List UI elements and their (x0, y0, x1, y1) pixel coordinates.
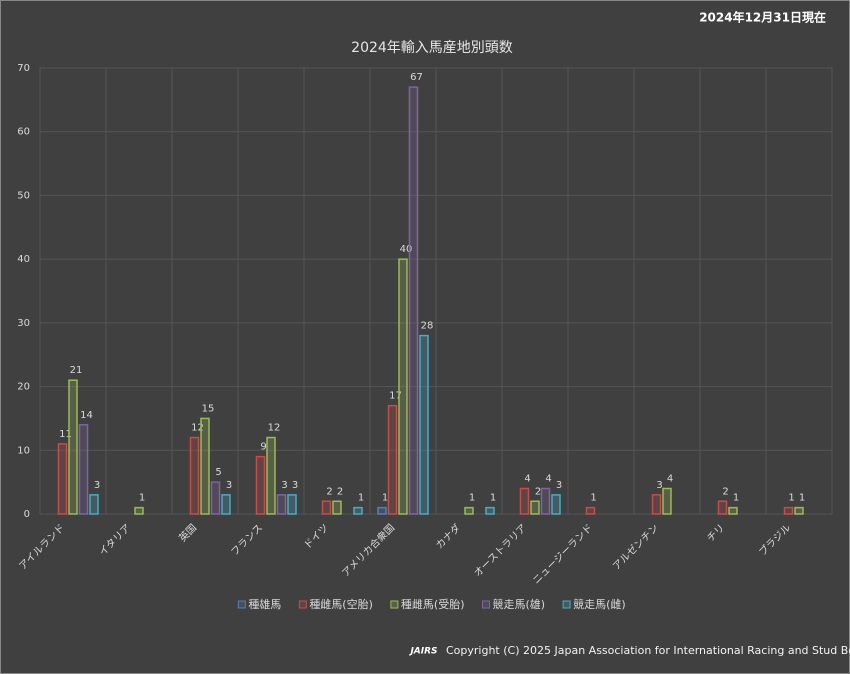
data-label: 1 (733, 493, 739, 504)
bar (89, 494, 99, 515)
data-label: 2 (535, 486, 541, 497)
data-label: 17 (389, 391, 402, 402)
data-label: 12 (268, 423, 281, 434)
data-label: 3 (281, 480, 287, 491)
bar (200, 417, 210, 515)
y-tick-label: 10 (17, 445, 30, 456)
bar (287, 494, 297, 515)
bar (332, 500, 342, 515)
y-tick-label: 50 (17, 190, 30, 201)
data-label: 1 (490, 493, 496, 504)
data-label: 4 (545, 474, 551, 485)
data-label: 11 (59, 429, 72, 440)
data-label: 2 (326, 486, 332, 497)
bar (68, 379, 78, 515)
legend-label: 競走馬(雌) (573, 597, 626, 611)
y-tick-label: 60 (17, 127, 30, 138)
data-label: 9 (260, 442, 266, 453)
data-label: 3 (656, 480, 662, 491)
data-label: 1 (139, 493, 145, 504)
data-label: 40 (400, 244, 413, 255)
bar (651, 494, 662, 515)
y-tick-label: 30 (17, 318, 30, 329)
data-label: 15 (202, 403, 215, 414)
bar (585, 506, 596, 515)
chart-title: 2024年輸入馬産地別頭数 (351, 40, 513, 56)
bar (485, 506, 495, 515)
bar (276, 494, 287, 515)
data-label: 2 (337, 486, 343, 497)
data-label: 21 (70, 365, 83, 376)
bar (321, 500, 332, 515)
bar (189, 436, 200, 515)
data-label: 1 (469, 493, 475, 504)
bar (255, 455, 266, 515)
data-label: 3 (556, 480, 562, 491)
y-tick-label: 20 (17, 382, 30, 393)
logo: JAIRS (408, 647, 437, 657)
bar (464, 506, 474, 515)
bar (419, 334, 429, 515)
data-label: 67 (410, 72, 423, 83)
bar (134, 506, 144, 515)
legend-label: 種雌馬(空胎) (309, 597, 373, 611)
data-label: 14 (80, 410, 93, 421)
data-label: 1 (382, 493, 388, 504)
bar (662, 487, 672, 515)
legend-label: 種雄馬 (248, 597, 281, 611)
data-label: 5 (215, 467, 221, 478)
bar (519, 487, 530, 515)
data-label: 4 (524, 474, 530, 485)
y-tick-label: 40 (17, 254, 30, 265)
bar (717, 500, 728, 515)
bar (57, 443, 68, 515)
legend-swatch (298, 600, 307, 609)
legend-swatch (562, 600, 571, 609)
data-label: 12 (191, 423, 204, 434)
data-label: 1 (590, 493, 596, 504)
copyright: Copyright (C) 2025 Japan Association for… (446, 644, 850, 657)
bar (398, 258, 408, 515)
bar (540, 487, 551, 515)
legend-swatch (237, 600, 246, 609)
bar (794, 506, 804, 515)
bar (530, 500, 540, 515)
bar (353, 506, 363, 515)
y-tick-label: 0 (24, 509, 30, 520)
bar (221, 494, 231, 515)
date-note: 2024年12月31日現在 (699, 10, 826, 25)
data-label: 3 (292, 480, 298, 491)
data-label: 2 (722, 486, 728, 497)
bar (377, 506, 387, 515)
bar (387, 404, 398, 515)
bar (266, 436, 276, 515)
bar (210, 481, 221, 515)
bar (78, 424, 89, 515)
data-label: 3 (226, 480, 232, 491)
data-label: 1 (358, 493, 364, 504)
data-label: 1 (799, 493, 805, 504)
bar (551, 494, 561, 515)
legend-label: 競走馬(雄) (493, 597, 546, 611)
legend-swatch (482, 600, 490, 609)
bar (728, 506, 738, 515)
bar (408, 86, 419, 515)
y-tick-label: 70 (17, 63, 30, 74)
data-label: 1 (788, 493, 794, 504)
bar (783, 506, 794, 515)
data-label: 3 (94, 480, 100, 491)
data-label: 4 (667, 474, 673, 485)
legend-label: 種雌馬(受胎) (401, 597, 465, 611)
data-label: 28 (421, 321, 434, 332)
legend-swatch (390, 600, 399, 609)
